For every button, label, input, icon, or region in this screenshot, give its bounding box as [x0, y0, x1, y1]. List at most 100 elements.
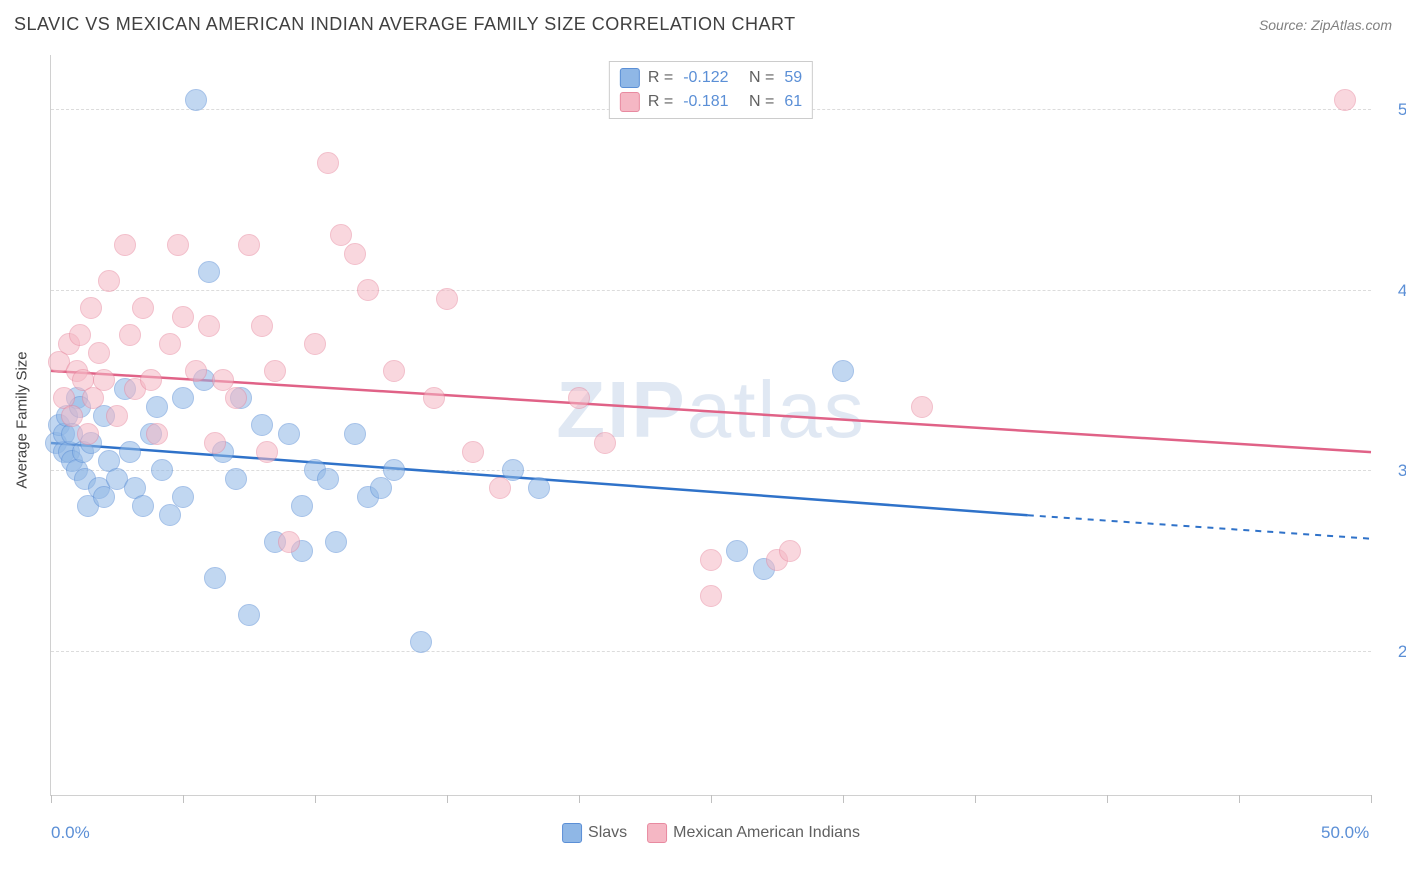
data-point-mexican [238, 234, 260, 256]
xtick [711, 795, 712, 803]
legend-item-mexican: Mexican American Indians [647, 823, 860, 843]
data-point-slavs [159, 504, 181, 526]
data-point-mexican [114, 234, 136, 256]
data-point-slavs [528, 477, 550, 499]
legend-item-slavs: Slavs [562, 823, 627, 843]
data-point-slavs [317, 468, 339, 490]
data-point-slavs [278, 423, 300, 445]
data-point-mexican [304, 333, 326, 355]
data-point-mexican [69, 324, 91, 346]
data-point-mexican [98, 270, 120, 292]
data-point-slavs [832, 360, 854, 382]
data-point-mexican [61, 405, 83, 427]
data-point-mexican [317, 152, 339, 174]
data-point-slavs [291, 495, 313, 517]
stats-box: R = -0.122 N = 59 R = -0.181 N = 61 [609, 61, 813, 119]
data-point-mexican [251, 315, 273, 337]
data-point-mexican [278, 531, 300, 553]
data-point-mexican [88, 342, 110, 364]
data-point-mexican [93, 369, 115, 391]
data-point-mexican [383, 360, 405, 382]
data-point-mexican [462, 441, 484, 463]
data-point-mexican [911, 396, 933, 418]
ytick-label: 5.00 [1376, 100, 1406, 120]
data-point-mexican [140, 369, 162, 391]
n-label-2: N = [749, 90, 774, 114]
legend-label-mexican: Mexican American Indians [673, 824, 860, 842]
data-point-mexican [264, 360, 286, 382]
xaxis-label: 0.0% [51, 823, 90, 843]
data-point-mexican [423, 387, 445, 409]
data-point-mexican [172, 306, 194, 328]
plot-area: ZIPatlas 2.003.004.005.00 R = -0.122 N =… [50, 55, 1371, 796]
swatch-slavs [620, 68, 640, 88]
stats-row-mexican: R = -0.181 N = 61 [620, 90, 802, 114]
data-point-slavs [132, 495, 154, 517]
data-point-mexican [489, 477, 511, 499]
data-point-mexican [167, 234, 189, 256]
xtick [843, 795, 844, 803]
data-point-mexican [225, 387, 247, 409]
data-point-mexican [700, 549, 722, 571]
data-point-mexican [77, 423, 99, 445]
data-point-mexican [146, 423, 168, 445]
swatch-mexican [620, 92, 640, 112]
data-point-mexican [568, 387, 590, 409]
data-point-slavs [172, 486, 194, 508]
xtick [579, 795, 580, 803]
data-point-slavs [198, 261, 220, 283]
xaxis-label: 50.0% [1321, 823, 1369, 843]
data-point-mexican [106, 405, 128, 427]
data-point-mexican [357, 279, 379, 301]
trendlines [51, 55, 1371, 795]
ytick-label: 2.00 [1376, 642, 1406, 662]
r-label: R = [648, 66, 673, 90]
xtick [1239, 795, 1240, 803]
data-point-mexican [132, 297, 154, 319]
data-point-mexican [80, 297, 102, 319]
data-point-slavs [344, 423, 366, 445]
r-label-2: R = [648, 90, 673, 114]
data-point-mexican [159, 333, 181, 355]
data-point-slavs [151, 459, 173, 481]
data-point-slavs [185, 89, 207, 111]
xtick [447, 795, 448, 803]
data-point-slavs [204, 567, 226, 589]
xtick [1107, 795, 1108, 803]
source-label: Source: ZipAtlas.com [1259, 17, 1392, 33]
stats-row-slavs: R = -0.122 N = 59 [620, 66, 802, 90]
r-value-mexican: -0.181 [683, 90, 728, 114]
data-point-mexican [779, 540, 801, 562]
data-point-slavs [238, 604, 260, 626]
ytick-label: 4.00 [1376, 281, 1406, 301]
data-point-slavs [172, 387, 194, 409]
legend-label-slavs: Slavs [588, 824, 627, 842]
data-point-mexican [436, 288, 458, 310]
data-point-slavs [119, 441, 141, 463]
xtick [183, 795, 184, 803]
data-point-slavs [726, 540, 748, 562]
legend-swatch-slavs [562, 823, 582, 843]
data-point-slavs [225, 468, 247, 490]
data-point-mexican [1334, 89, 1356, 111]
ytick-label: 3.00 [1376, 461, 1406, 481]
r-value-slavs: -0.122 [683, 66, 728, 90]
data-point-mexican [344, 243, 366, 265]
data-point-mexican [594, 432, 616, 454]
data-point-slavs [325, 531, 347, 553]
chart-title: SLAVIC VS MEXICAN AMERICAN INDIAN AVERAG… [14, 14, 796, 35]
title-bar: SLAVIC VS MEXICAN AMERICAN INDIAN AVERAG… [14, 14, 1392, 35]
data-point-slavs [410, 631, 432, 653]
data-point-slavs [146, 396, 168, 418]
xtick [1371, 795, 1372, 803]
data-point-slavs [383, 459, 405, 481]
data-point-slavs [93, 486, 115, 508]
data-point-mexican [204, 432, 226, 454]
xtick [51, 795, 52, 803]
data-point-mexican [700, 585, 722, 607]
n-value-slavs: 59 [784, 66, 802, 90]
n-label: N = [749, 66, 774, 90]
xtick [315, 795, 316, 803]
data-point-slavs [251, 414, 273, 436]
bottom-legend: Slavs Mexican American Indians [562, 823, 860, 843]
